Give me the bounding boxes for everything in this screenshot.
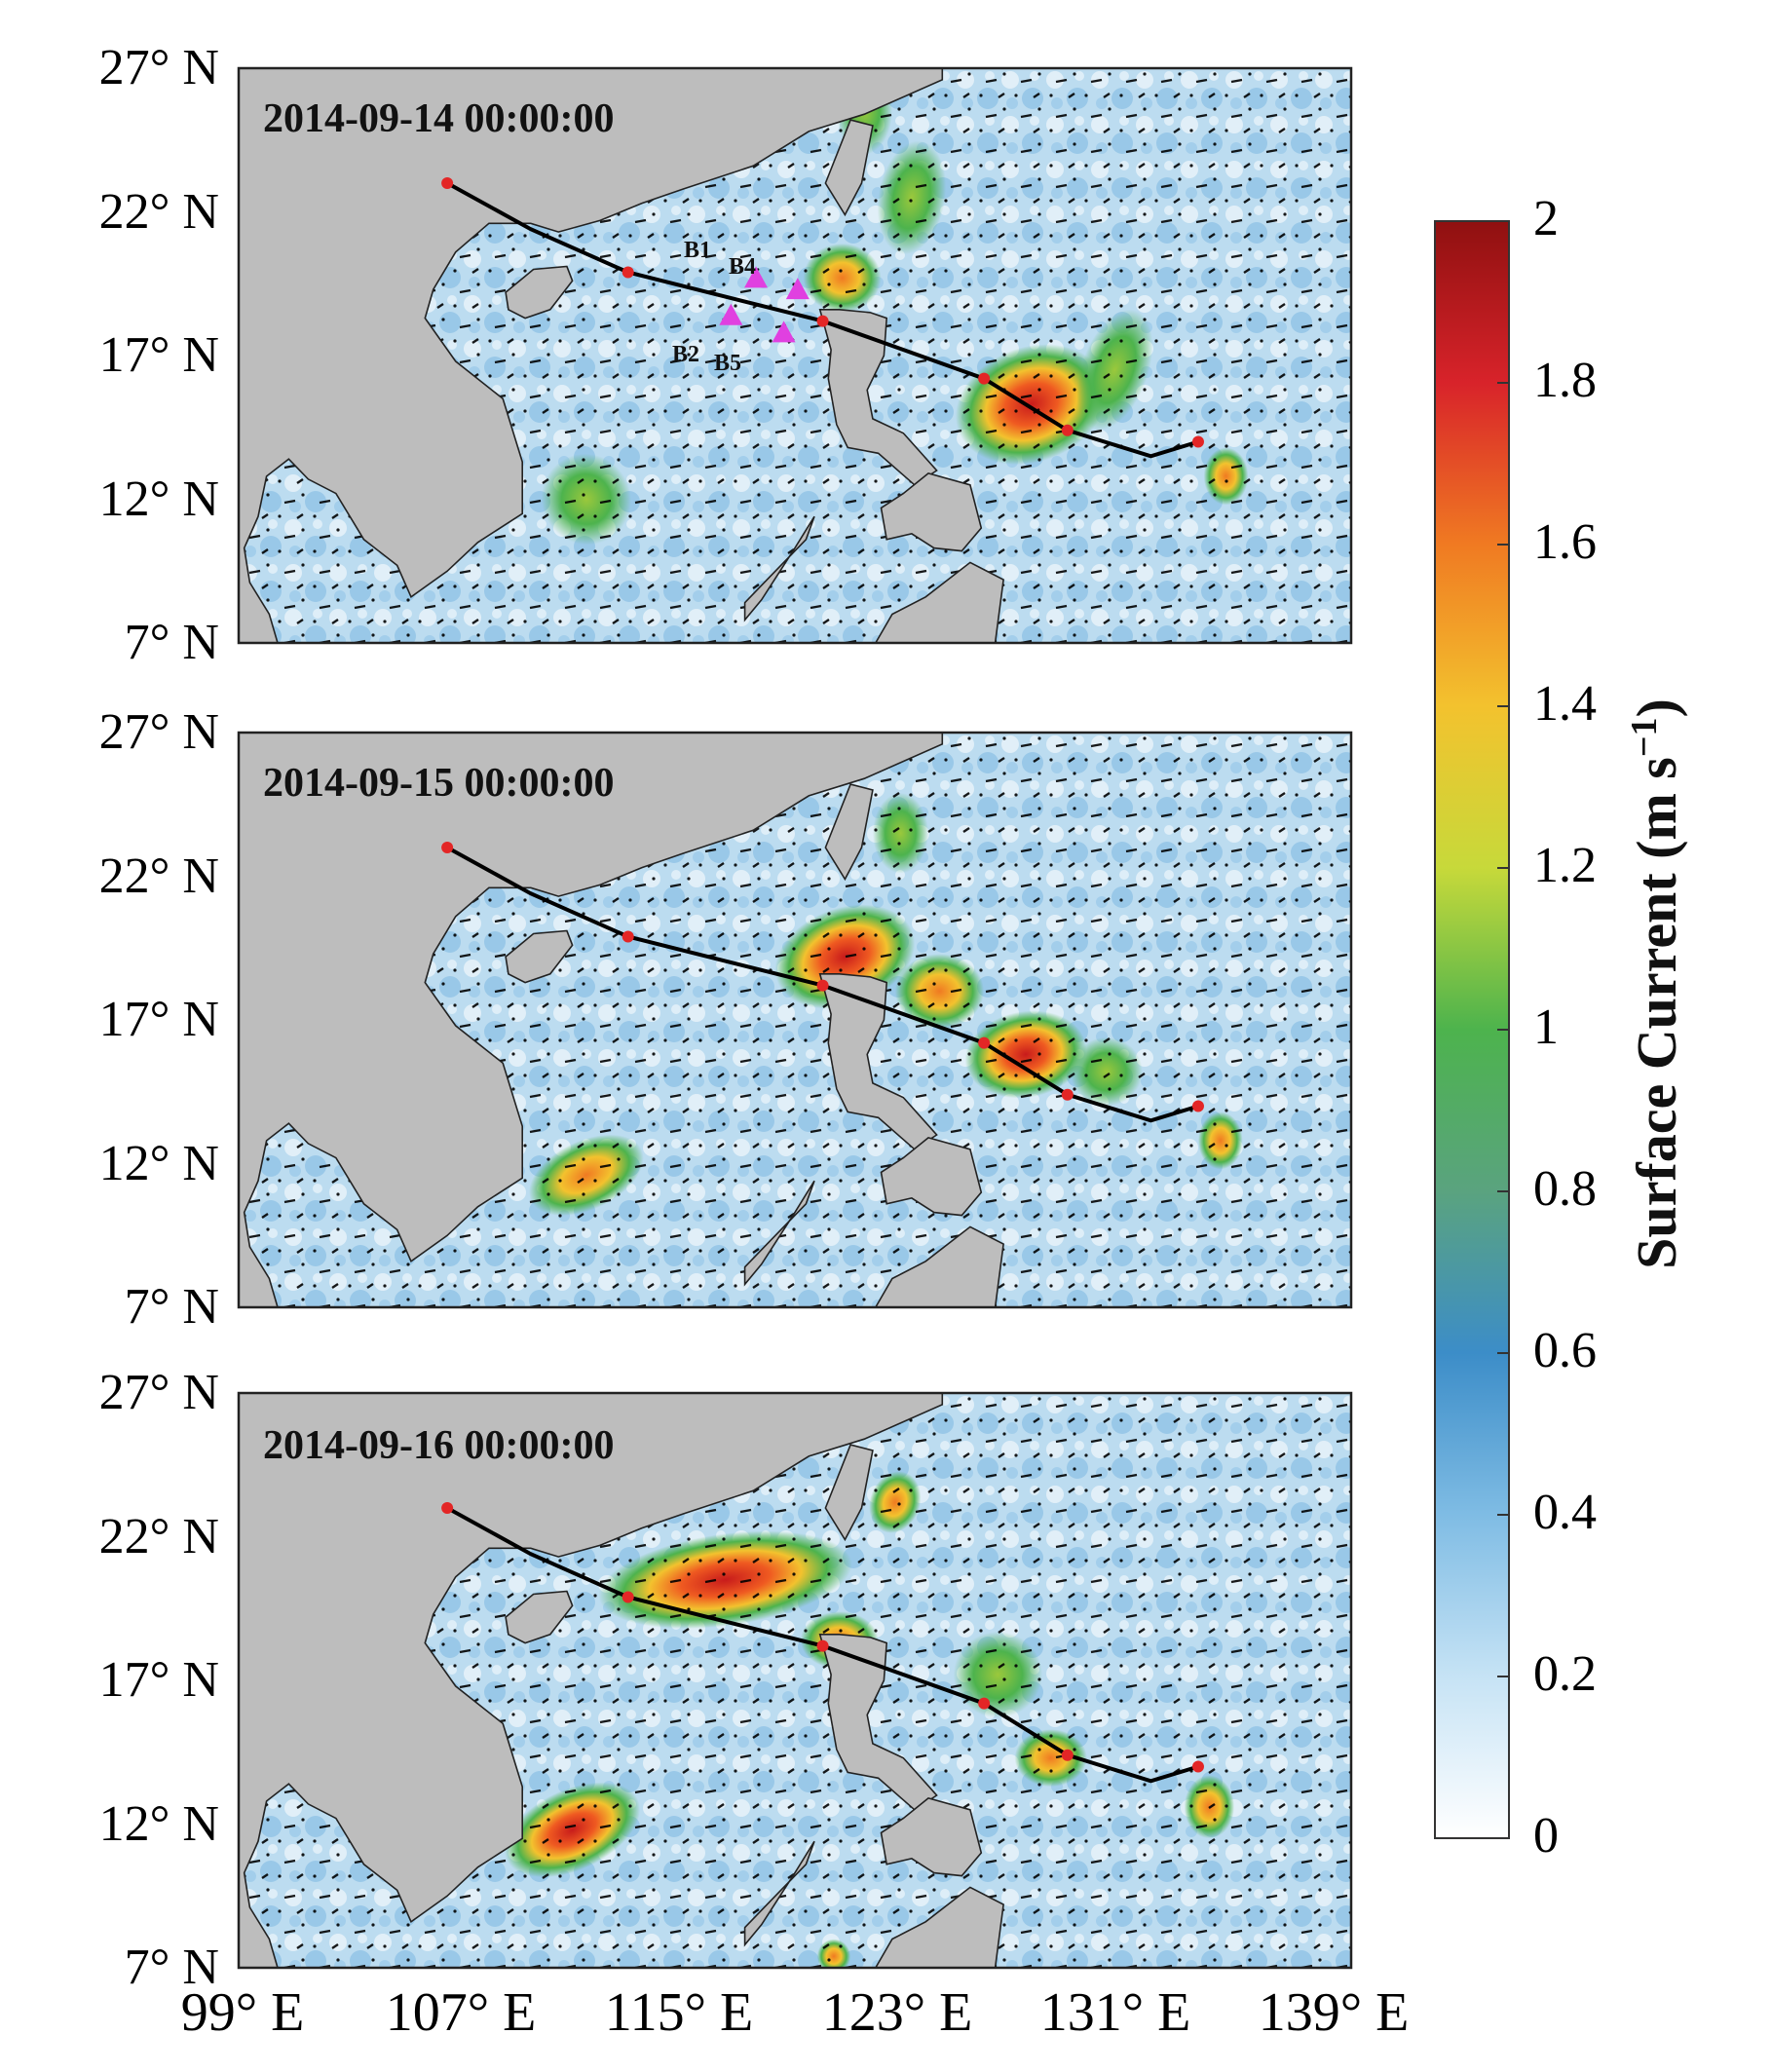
colorbar-tick-label: 0.2 <box>1533 1646 1597 1702</box>
land <box>824 1444 874 1542</box>
colorbar-tick-label: 2 <box>1533 191 1559 246</box>
land <box>880 1797 983 1877</box>
colorbar-tick-label: 1.2 <box>1533 838 1597 893</box>
buoy-label-b1: B1 <box>684 238 712 263</box>
x-tick-label: 123° E <box>821 1982 973 2043</box>
land <box>743 515 815 622</box>
land <box>647 642 750 643</box>
land <box>743 1180 815 1287</box>
land <box>818 1634 938 1811</box>
land <box>505 1590 574 1644</box>
track-point <box>1061 424 1074 436</box>
track-point <box>978 1036 991 1049</box>
y-tick-label: 22° N <box>98 183 219 240</box>
map-panel-2 <box>237 731 1353 1309</box>
land <box>239 733 944 1307</box>
y-tick-label: 17° N <box>98 992 219 1047</box>
y-tick-label: 7° N <box>124 615 219 670</box>
track-point <box>622 930 634 943</box>
land <box>818 309 938 486</box>
y-tick-label: 22° N <box>98 848 219 904</box>
land <box>880 472 983 552</box>
track-point <box>441 1502 454 1514</box>
colorbar-label: Surface Current (m s−1) <box>1623 698 1689 1269</box>
land <box>874 1886 1004 1968</box>
panel-title-3: 2014-09-16 00:00:00 <box>263 1423 615 1468</box>
panel-frame <box>237 1391 1353 1970</box>
colorbar <box>1434 220 1510 1839</box>
track-point <box>978 1697 991 1710</box>
x-tick-label: 99° E <box>180 1982 305 2043</box>
y-tick-label: 22° N <box>98 1508 219 1564</box>
buoy-label-b5: B5 <box>714 351 742 376</box>
buoy-marker <box>772 320 796 343</box>
colorbar-tick-label: 1 <box>1533 999 1559 1055</box>
y-tick-label: 27° N <box>98 704 219 760</box>
land <box>239 1393 944 1968</box>
y-tick-label: 7° N <box>124 1279 219 1335</box>
map-panel-1 <box>237 66 1353 645</box>
typhoon-track <box>446 1506 1199 1784</box>
buoy-marker <box>785 278 810 300</box>
track-point <box>441 842 454 853</box>
colorbar-tick-label: 1.8 <box>1533 353 1597 408</box>
colorbar-tick-label: 0.4 <box>1533 1485 1597 1540</box>
panel-frame <box>237 66 1353 645</box>
buoy-label-b4: B4 <box>729 254 757 280</box>
buoy-marker <box>719 303 743 325</box>
y-tick-label: 17° N <box>98 327 219 383</box>
track-point <box>978 372 991 385</box>
y-tick-label: 7° N <box>124 1940 219 1995</box>
y-tick-label: 17° N <box>98 1652 219 1708</box>
typhoon-track <box>446 846 1199 1123</box>
land <box>743 1840 815 1947</box>
track-point <box>816 315 829 327</box>
typhoon-track <box>446 181 1199 459</box>
colorbar-tick-label: 0.8 <box>1533 1161 1597 1217</box>
x-tick-label: 131° E <box>1039 1982 1191 2043</box>
map-panel-3 <box>237 1391 1353 1970</box>
track-point <box>622 1591 634 1603</box>
track-point <box>622 266 634 279</box>
y-tick-label: 12° N <box>98 471 219 527</box>
track-point <box>1061 1088 1074 1101</box>
track-point <box>816 1639 829 1652</box>
land <box>647 1306 750 1307</box>
y-tick-label: 27° N <box>98 1365 219 1420</box>
panel-title-1: 2014-09-14 00:00:00 <box>263 96 615 141</box>
land <box>824 119 874 217</box>
colorbar-tick-label: 0.6 <box>1533 1323 1597 1378</box>
track-point <box>1061 1749 1074 1761</box>
track-point <box>1191 435 1204 448</box>
land <box>880 1137 983 1217</box>
land <box>818 973 938 1150</box>
land <box>505 265 574 320</box>
land <box>239 68 944 643</box>
track-point <box>1191 1760 1204 1773</box>
colorbar-tick-label: 1.4 <box>1533 676 1597 732</box>
buoy-marker <box>744 266 769 288</box>
y-tick-label: 27° N <box>98 40 219 95</box>
panel-frame <box>237 731 1353 1309</box>
panel-title-2: 2014-09-15 00:00:00 <box>263 761 615 806</box>
land <box>874 1225 1004 1307</box>
land <box>505 929 574 984</box>
land <box>647 1967 750 1968</box>
track-point <box>441 177 454 189</box>
track-point <box>816 979 829 992</box>
x-tick-label: 107° E <box>385 1982 537 2043</box>
x-tick-label: 115° E <box>604 1982 754 2043</box>
colorbar-tick-label: 0 <box>1533 1808 1559 1864</box>
y-tick-label: 12° N <box>98 1795 219 1852</box>
x-tick-label: 139° E <box>1258 1982 1410 2043</box>
colorbar-tick-label: 1.6 <box>1533 514 1597 570</box>
land <box>874 561 1004 643</box>
buoy-label-b2: B2 <box>672 342 700 367</box>
land <box>824 783 874 882</box>
track-point <box>1191 1100 1204 1112</box>
y-tick-label: 12° N <box>98 1135 219 1191</box>
